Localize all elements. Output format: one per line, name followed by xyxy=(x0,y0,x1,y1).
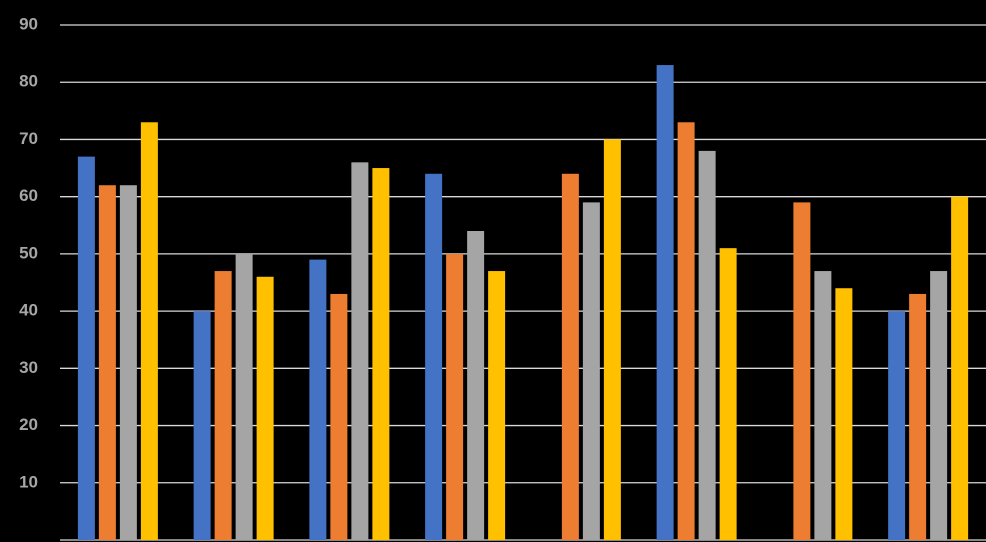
bar xyxy=(235,253,253,540)
bar xyxy=(793,202,811,540)
bar xyxy=(814,271,832,540)
bar xyxy=(140,122,158,541)
bar xyxy=(351,162,369,541)
bar xyxy=(425,173,443,540)
bar xyxy=(193,311,211,540)
bar xyxy=(719,248,737,540)
bar xyxy=(446,253,464,540)
y-tick-label: 90 xyxy=(19,14,38,33)
bar xyxy=(909,293,927,540)
bar xyxy=(888,311,906,540)
y-tick-label: 20 xyxy=(19,415,38,434)
bar xyxy=(330,293,348,540)
bar xyxy=(930,271,948,540)
bar xyxy=(488,271,506,540)
bar xyxy=(98,185,116,540)
y-tick-label: 30 xyxy=(19,358,38,377)
y-tick-label: 40 xyxy=(19,301,38,320)
y-tick-label: 10 xyxy=(19,472,38,491)
y-tick-label: 60 xyxy=(19,186,38,205)
y-tick-label: 70 xyxy=(19,129,38,148)
bar xyxy=(656,65,674,541)
bar xyxy=(467,231,485,540)
bar xyxy=(214,271,232,540)
bar xyxy=(582,202,600,540)
bar xyxy=(372,168,390,541)
bar xyxy=(698,150,716,540)
y-tick-label: 80 xyxy=(19,72,38,91)
bar xyxy=(835,288,853,540)
bar xyxy=(119,185,137,540)
bar xyxy=(951,196,969,540)
y-tick-label: 50 xyxy=(19,243,38,262)
bar xyxy=(677,122,695,541)
bar xyxy=(77,156,95,540)
bar xyxy=(603,139,621,540)
bar xyxy=(309,259,327,540)
bar xyxy=(561,173,579,540)
bar xyxy=(256,276,274,540)
